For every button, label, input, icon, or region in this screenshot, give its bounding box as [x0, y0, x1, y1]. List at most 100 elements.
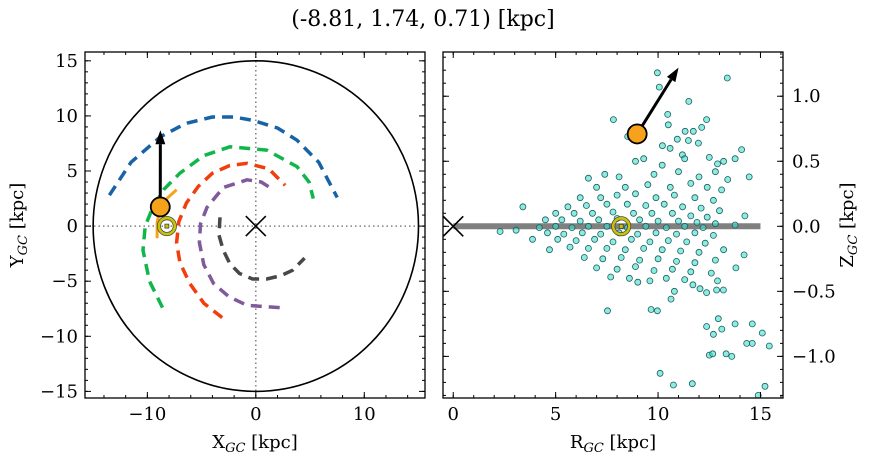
scatter-point: [631, 210, 637, 216]
scatter-point: [682, 156, 688, 162]
scatter-point: [659, 247, 665, 253]
scatter-point: [741, 252, 747, 258]
scatter-point: [721, 158, 727, 164]
scatter-point: [708, 270, 714, 276]
scatter-point: [702, 240, 708, 246]
scatter-point: [678, 248, 684, 254]
scatter-point: [585, 223, 591, 229]
scatter-point: [555, 236, 561, 242]
scatter-point: [649, 210, 655, 216]
scatter-point: [565, 204, 571, 210]
scatter-point: [602, 171, 608, 177]
scatter-point: [699, 124, 705, 130]
scatter-point: [667, 184, 673, 190]
scatter-point: [614, 266, 620, 272]
scatter-point: [676, 218, 682, 224]
scatter-point: [651, 171, 657, 177]
scatter-point: [725, 177, 731, 183]
sun-center: [619, 224, 623, 228]
scatter-point: [667, 145, 673, 151]
scatter-point: [654, 308, 660, 314]
object-marker: [628, 124, 647, 143]
scatter-point: [704, 117, 710, 123]
scatter-point: [647, 239, 653, 245]
scatter-point: [706, 154, 712, 160]
scatter-point: [739, 147, 745, 153]
scatter-point: [669, 266, 675, 272]
scatter-point: [712, 221, 718, 227]
scatter-point: [657, 370, 663, 376]
scatter-point: [689, 381, 695, 387]
scatter-point: [633, 264, 639, 270]
scatter-point: [530, 236, 536, 242]
scatter-point: [704, 214, 710, 220]
scatter-point: [655, 256, 661, 262]
scatter-point: [724, 75, 730, 81]
y-tick-label: 5: [67, 161, 78, 182]
scatter-point: [700, 225, 706, 231]
scatter-point: [732, 321, 738, 327]
sun-center: [165, 224, 169, 228]
scatter-point: [695, 140, 701, 146]
scatter-point: [688, 269, 694, 275]
scatter-point: [641, 245, 647, 251]
scatter-point: [749, 340, 755, 346]
scatter-point: [663, 225, 669, 231]
scatter-point: [762, 383, 768, 389]
scatter-point: [719, 187, 725, 193]
scatter-point: [744, 340, 750, 346]
orbit-series-0: [109, 117, 337, 198]
scatter-point: [513, 227, 519, 233]
scatter-point: [641, 156, 647, 162]
scatter-point: [669, 210, 675, 216]
y-tick-label: −5: [51, 271, 78, 292]
y-tick-label: 1.0: [792, 86, 821, 107]
scatter-point: [715, 161, 721, 167]
scatter-point: [618, 255, 624, 261]
scatter-point: [663, 275, 669, 281]
velocity-arrow-head: [667, 68, 679, 83]
scatter-point: [671, 288, 677, 294]
scatter-point: [628, 236, 634, 242]
scatter-point: [598, 195, 604, 201]
scatter-point: [624, 201, 630, 207]
scatter-point: [665, 122, 671, 128]
scatter-point: [577, 218, 583, 224]
scatter-point: [688, 180, 694, 186]
scatter-points: [497, 70, 772, 399]
scatter-point: [698, 205, 704, 211]
scatter-point: [579, 230, 585, 236]
scatter-point: [704, 324, 710, 330]
scatter-point: [645, 182, 651, 188]
scatter-point: [583, 203, 589, 209]
scatter-point: [622, 184, 628, 190]
y-axis-label: YGC [kpc]: [7, 183, 31, 269]
scatter-point: [671, 192, 677, 198]
scatter-point: [682, 128, 688, 134]
scatter-point: [648, 307, 654, 313]
scatter-point: [742, 213, 748, 219]
scatter-point: [651, 268, 657, 274]
x-tick-label: 15: [749, 404, 772, 425]
scatter-point: [668, 296, 674, 302]
x-tick-label: 10: [647, 404, 670, 425]
scatter-point: [622, 247, 628, 253]
scatter-point: [643, 223, 649, 229]
y-tick-label: −10: [40, 326, 78, 347]
figure-title: (-8.81, 1.74, 0.71) [kpc]: [291, 7, 554, 32]
scatter-point: [694, 219, 700, 225]
scatter-point: [653, 195, 659, 201]
scatter-point: [682, 277, 688, 283]
scatter-point: [723, 351, 729, 357]
scatter-point: [654, 70, 660, 76]
scatter-point: [637, 217, 643, 223]
scatter-point: [590, 210, 596, 216]
x-axis-label: XGC [kpc]: [212, 432, 297, 456]
y-tick-label: 0: [67, 216, 78, 237]
scatter-point: [720, 287, 726, 293]
scatter-point: [573, 238, 579, 244]
scatter-point: [614, 192, 620, 198]
orbit-series-3: [199, 180, 279, 308]
plot-area: [85, 52, 425, 398]
